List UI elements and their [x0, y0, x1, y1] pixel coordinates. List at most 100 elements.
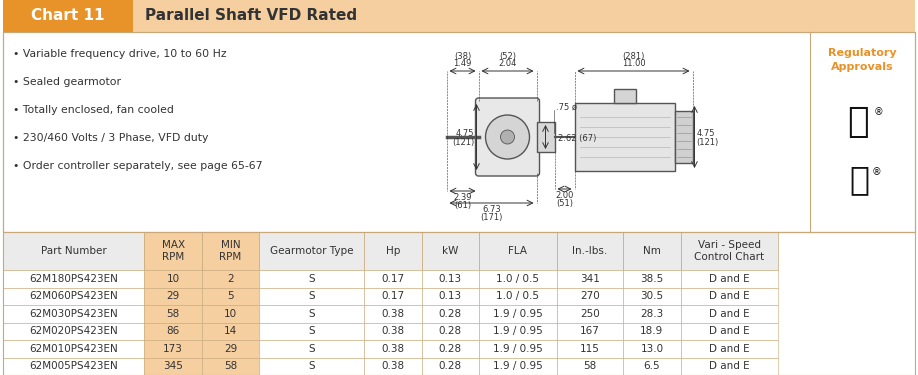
Bar	[3, 288, 144, 305]
Text: (38): (38)	[453, 52, 471, 61]
Bar	[556, 322, 623, 340]
Text: 6.73: 6.73	[482, 205, 501, 214]
Text: 62M005PS423EN: 62M005PS423EN	[29, 361, 118, 371]
Bar	[144, 270, 202, 288]
Text: • Sealed gearmotor: • Sealed gearmotor	[13, 77, 121, 87]
Bar	[479, 322, 556, 340]
Text: 115: 115	[580, 344, 599, 354]
Bar	[680, 357, 778, 375]
Text: Vari - Speed
Control Chart: Vari - Speed Control Chart	[694, 240, 765, 262]
Text: 0.28: 0.28	[439, 326, 462, 336]
Bar	[364, 340, 421, 357]
Text: ®: ®	[874, 107, 883, 117]
Bar	[680, 305, 778, 322]
Text: D and E: D and E	[709, 291, 750, 301]
Text: 1.49: 1.49	[453, 59, 472, 68]
Text: 1.0 / 0.5: 1.0 / 0.5	[497, 274, 539, 284]
Bar	[144, 340, 202, 357]
Text: 0.38: 0.38	[381, 361, 405, 371]
Bar	[3, 270, 144, 288]
Bar	[202, 288, 259, 305]
Bar	[421, 232, 479, 270]
Bar	[556, 305, 623, 322]
Text: Ⓡ: Ⓡ	[846, 105, 868, 139]
Text: Nm: Nm	[643, 246, 661, 256]
Text: S: S	[308, 344, 315, 354]
Text: (121): (121)	[453, 138, 475, 147]
Bar	[144, 232, 202, 270]
Bar	[421, 340, 479, 357]
Text: 29: 29	[166, 291, 180, 301]
Text: MAX
RPM: MAX RPM	[162, 240, 185, 262]
Bar	[556, 232, 623, 270]
Bar	[259, 232, 364, 270]
Text: 2.04: 2.04	[498, 59, 517, 68]
Bar	[202, 270, 259, 288]
Text: 4.75: 4.75	[697, 129, 715, 138]
Text: D and E: D and E	[709, 344, 750, 354]
Text: Parallel Shaft VFD Rated: Parallel Shaft VFD Rated	[145, 9, 357, 24]
Text: 10: 10	[224, 309, 237, 319]
Text: 11.00: 11.00	[621, 59, 645, 68]
Text: 62M010PS423EN: 62M010PS423EN	[29, 344, 118, 354]
Text: 0.28: 0.28	[439, 361, 462, 371]
Text: 58: 58	[224, 361, 237, 371]
Bar	[364, 288, 421, 305]
Text: Part Number: Part Number	[40, 246, 106, 256]
Circle shape	[486, 115, 530, 159]
Text: S: S	[308, 274, 315, 284]
Bar	[259, 357, 364, 375]
Text: Ⓢ: Ⓢ	[849, 164, 869, 196]
Text: (281): (281)	[622, 52, 644, 61]
Bar	[202, 357, 259, 375]
Text: 341: 341	[580, 274, 599, 284]
Text: 58: 58	[166, 309, 180, 319]
Bar	[479, 357, 556, 375]
Text: 38.5: 38.5	[640, 274, 664, 284]
Text: 0.13: 0.13	[439, 291, 462, 301]
Bar	[556, 270, 623, 288]
Text: 4.75: 4.75	[456, 129, 475, 138]
Text: 5: 5	[228, 291, 234, 301]
Bar	[259, 305, 364, 322]
Bar	[680, 270, 778, 288]
Text: ®: ®	[871, 167, 881, 177]
Text: .75 ø: .75 ø	[555, 102, 577, 111]
Bar	[364, 232, 421, 270]
Text: 0.17: 0.17	[381, 274, 405, 284]
Text: 173: 173	[163, 344, 183, 354]
Bar	[479, 288, 556, 305]
Bar	[259, 322, 364, 340]
Bar	[623, 340, 680, 357]
Text: 0.28: 0.28	[439, 309, 462, 319]
Text: 2: 2	[228, 274, 234, 284]
Text: 30.5: 30.5	[641, 291, 664, 301]
Text: D and E: D and E	[709, 326, 750, 336]
Text: 29: 29	[224, 344, 237, 354]
Bar	[3, 322, 144, 340]
Bar	[536, 122, 554, 152]
Text: (52): (52)	[499, 52, 516, 61]
Text: • Variable frequency drive, 10 to 60 Hz: • Variable frequency drive, 10 to 60 Hz	[13, 49, 227, 59]
Text: 14: 14	[224, 326, 237, 336]
Bar	[202, 340, 259, 357]
Text: (121): (121)	[697, 138, 719, 147]
Text: S: S	[308, 361, 315, 371]
Text: 345: 345	[163, 361, 183, 371]
Text: D and E: D and E	[709, 274, 750, 284]
Text: 1.9 / 0.95: 1.9 / 0.95	[493, 344, 543, 354]
Bar	[3, 0, 133, 32]
Text: Regulatory
Approvals: Regulatory Approvals	[828, 48, 897, 72]
Text: 270: 270	[580, 291, 599, 301]
Bar	[364, 270, 421, 288]
Text: (51): (51)	[556, 199, 573, 208]
Bar	[680, 340, 778, 357]
Text: Chart 11: Chart 11	[31, 9, 105, 24]
Text: S: S	[308, 326, 315, 336]
Text: • Totally enclosed, fan cooled: • Totally enclosed, fan cooled	[13, 105, 174, 115]
Text: 13.0: 13.0	[641, 344, 664, 354]
Bar	[680, 322, 778, 340]
Bar	[623, 270, 680, 288]
Text: 62M060PS423EN: 62M060PS423EN	[29, 291, 118, 301]
Circle shape	[500, 130, 514, 144]
